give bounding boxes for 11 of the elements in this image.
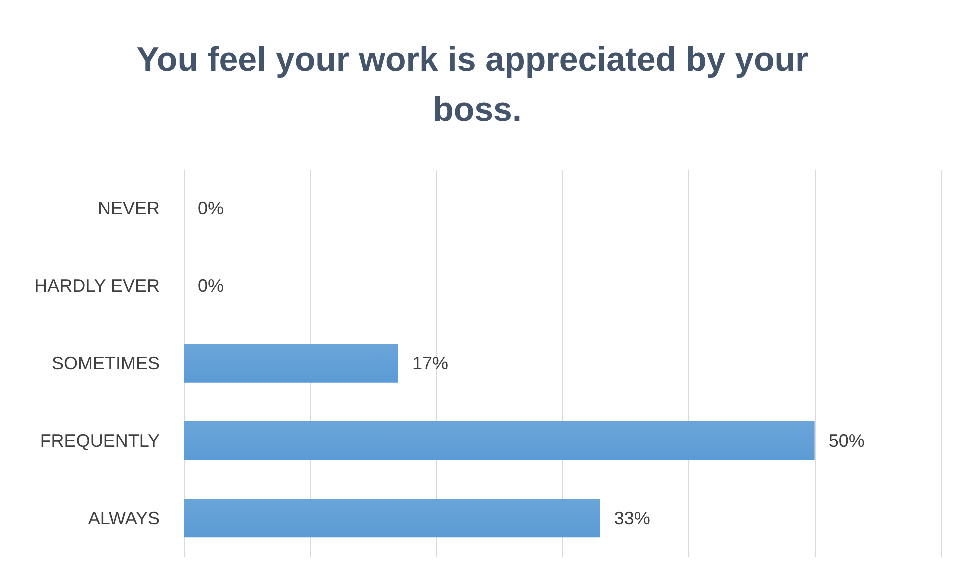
y-tick-label: NEVER <box>98 198 160 219</box>
data-label: 33% <box>614 508 650 528</box>
y-tick-label: ALWAYS <box>88 508 160 528</box>
data-label: 17% <box>412 354 449 374</box>
data-label: 50% <box>828 430 865 451</box>
y-tick-label: FREQUENTLY <box>40 430 160 451</box>
data-label: 0% <box>198 276 224 296</box>
y-tick-label: HARDLY EVER <box>34 276 160 296</box>
data-label: 0% <box>198 198 224 219</box>
chart-title: You feel your work is appreciated by your boss. <box>136 41 818 129</box>
y-tick-label: SOMETIMES <box>52 354 160 374</box>
